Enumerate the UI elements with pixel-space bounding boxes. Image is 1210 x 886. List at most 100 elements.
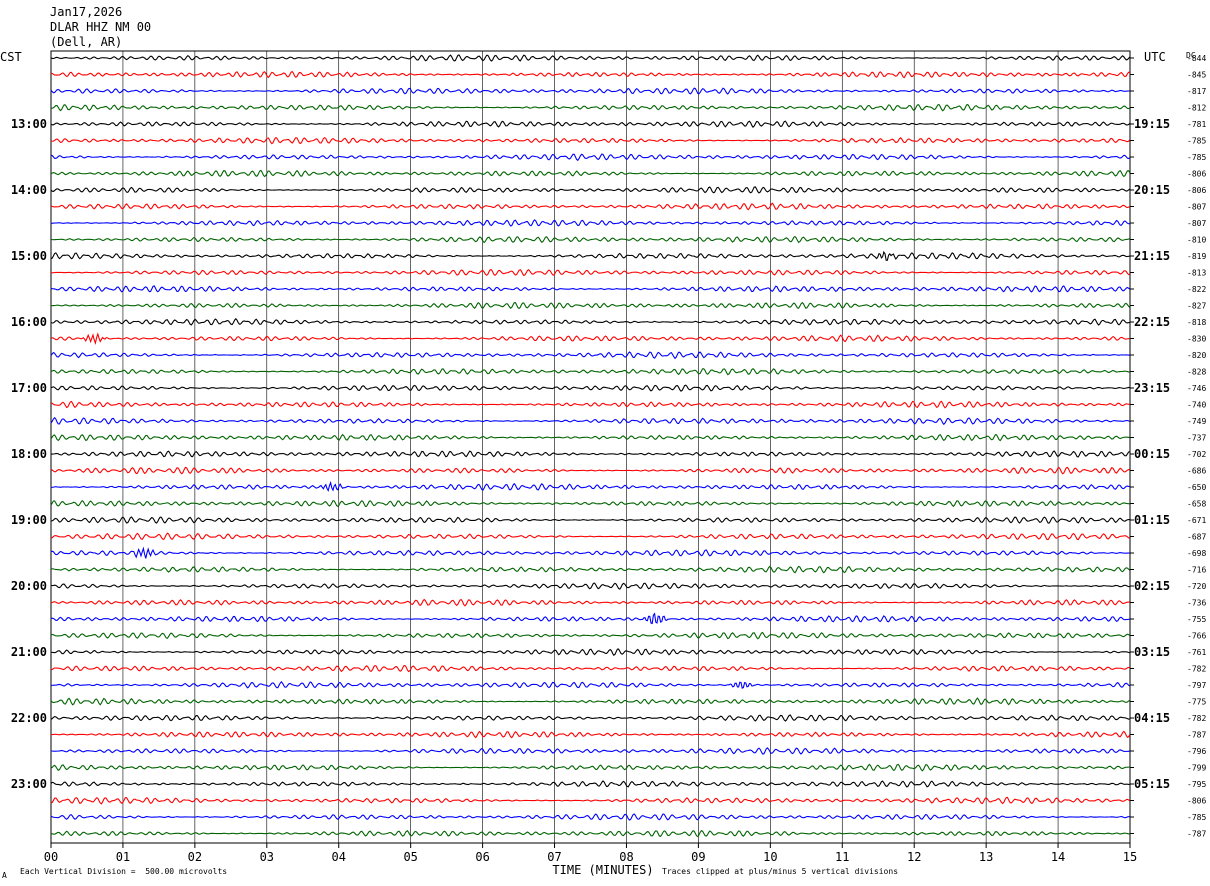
dc-offset-value: -787: [1187, 830, 1206, 839]
left-hour-label: 16:00: [11, 315, 47, 329]
dc-offset-value: -827: [1187, 302, 1206, 311]
x-tick-label: 00: [44, 850, 58, 864]
trace-line: [50, 400, 1130, 409]
footer-clip-note: Traces clipped at plus/minus 5 vertical …: [662, 867, 899, 876]
dc-offset-value: -755: [1187, 615, 1206, 624]
x-tick-label: 12: [907, 850, 921, 864]
dc-offset-value: -810: [1187, 236, 1206, 245]
x-tick-label: 09: [691, 850, 705, 864]
x-tick-label: 01: [116, 850, 130, 864]
trace-line: [50, 169, 1131, 178]
dc-offset-value: -736: [1187, 599, 1206, 608]
dc-offset-value: -806: [1187, 170, 1206, 179]
trace-line: [50, 796, 1131, 805]
dc-offset-value: -785: [1187, 813, 1206, 822]
trace-line: [50, 87, 1130, 95]
plot-frame: [50, 50, 1131, 844]
right-hour-label: 19:15: [1134, 117, 1170, 131]
dc-offset-value: -658: [1187, 500, 1206, 509]
trace-line: [50, 54, 1131, 62]
trace-line: [50, 433, 1130, 442]
trace-line: [50, 546, 1130, 559]
dc-offset-value: -822: [1187, 285, 1206, 294]
dc-offset-value: -775: [1187, 698, 1206, 707]
trace-line: [50, 680, 1131, 689]
trace-line: [50, 416, 1131, 426]
x-tick-label: 10: [763, 850, 777, 864]
trace-line: [50, 763, 1130, 772]
left-hour-label: 21:00: [11, 645, 47, 659]
trace-line: [50, 301, 1131, 310]
x-tick-label: 05: [403, 850, 417, 864]
x-tick-label: 08: [619, 850, 633, 864]
dc-offset-value: -844: [1187, 54, 1206, 63]
right-hour-label: 20:15: [1134, 183, 1170, 197]
left-hour-label: 20:00: [11, 579, 47, 593]
trace-line: [50, 612, 1130, 625]
right-hour-label: 03:15: [1134, 645, 1170, 659]
trace-line: [50, 120, 1131, 129]
trace-line: [50, 351, 1130, 360]
trace-line: [50, 466, 1130, 475]
trace-line: [50, 136, 1131, 145]
dc-offset-value: -650: [1187, 483, 1206, 492]
dc-offset-value: -795: [1187, 780, 1206, 789]
dc-offset-value: -671: [1187, 516, 1206, 525]
x-tick-label: 11: [835, 850, 849, 864]
dc-offset-value: -819: [1187, 252, 1206, 261]
seismic-traces: [50, 54, 1131, 838]
dc-offset-value: -820: [1187, 351, 1206, 360]
dc-offset-value: -830: [1187, 335, 1206, 344]
x-tick-label: 15: [1123, 850, 1137, 864]
trace-line: [50, 631, 1131, 640]
dc-offset-value: -698: [1187, 549, 1206, 558]
trace-line: [50, 103, 1130, 112]
dc-offset-value: -686: [1187, 467, 1206, 476]
dc-offset-value: -749: [1187, 417, 1206, 426]
dc-offset-value: -746: [1187, 384, 1206, 393]
dc-offset-value: -806: [1187, 186, 1206, 195]
left-hour-label: 13:00: [11, 117, 47, 131]
left-hour-label: 23:00: [11, 777, 47, 791]
header-date: Jan17,2026: [50, 5, 123, 19]
dc-offset-value: -807: [1187, 219, 1206, 228]
trace-line: [50, 317, 1130, 326]
dc-offset-value: -818: [1187, 318, 1206, 327]
trace-line: [50, 648, 1130, 656]
dc-offset-value: -812: [1187, 104, 1206, 113]
left-hour-label: 15:00: [11, 249, 47, 263]
dc-offset-value: -782: [1187, 714, 1206, 723]
x-tick-label: 02: [188, 850, 202, 864]
trace-line: [50, 565, 1131, 574]
left-timezone-label: CST: [0, 50, 22, 64]
footer-scale-note: Each Vertical Division = 500.00 microvol…: [20, 867, 228, 876]
dc-offset-value: -781: [1187, 120, 1206, 129]
trace-line: [50, 813, 1130, 821]
dc-offset-value: -720: [1187, 582, 1206, 591]
dc-offset-value: -787: [1187, 731, 1206, 740]
x-tick-label: 03: [260, 850, 274, 864]
dc-offset-value: -799: [1187, 764, 1206, 773]
trace-line: [50, 153, 1131, 162]
trace-line: [50, 235, 1130, 244]
dc-offset-value: -716: [1187, 566, 1206, 575]
left-hour-label: 22:00: [11, 711, 47, 725]
right-hour-label: 01:15: [1134, 513, 1170, 527]
dc-offset-value: -766: [1187, 632, 1206, 641]
header-station: DLAR HHZ NM 00: [50, 20, 152, 34]
trace-line: [50, 830, 1130, 838]
left-hour-label: 18:00: [11, 447, 47, 461]
trace-line: [50, 70, 1130, 79]
left-hour-label: 17:00: [11, 381, 47, 395]
trace-line: [50, 780, 1130, 788]
trace-line: [50, 730, 1131, 739]
x-tick-label: 13: [979, 850, 993, 864]
right-hour-label: 21:15: [1134, 249, 1170, 263]
left-hour-label: 14:00: [11, 183, 47, 197]
trace-line: [50, 268, 1130, 277]
trace-line: [50, 532, 1130, 541]
x-axis-title: TIME (MINUTES): [552, 863, 653, 877]
footer-mark: A: [2, 871, 7, 880]
right-timezone-label: UTC: [1144, 50, 1166, 64]
dc-offset-value: -782: [1187, 665, 1206, 674]
